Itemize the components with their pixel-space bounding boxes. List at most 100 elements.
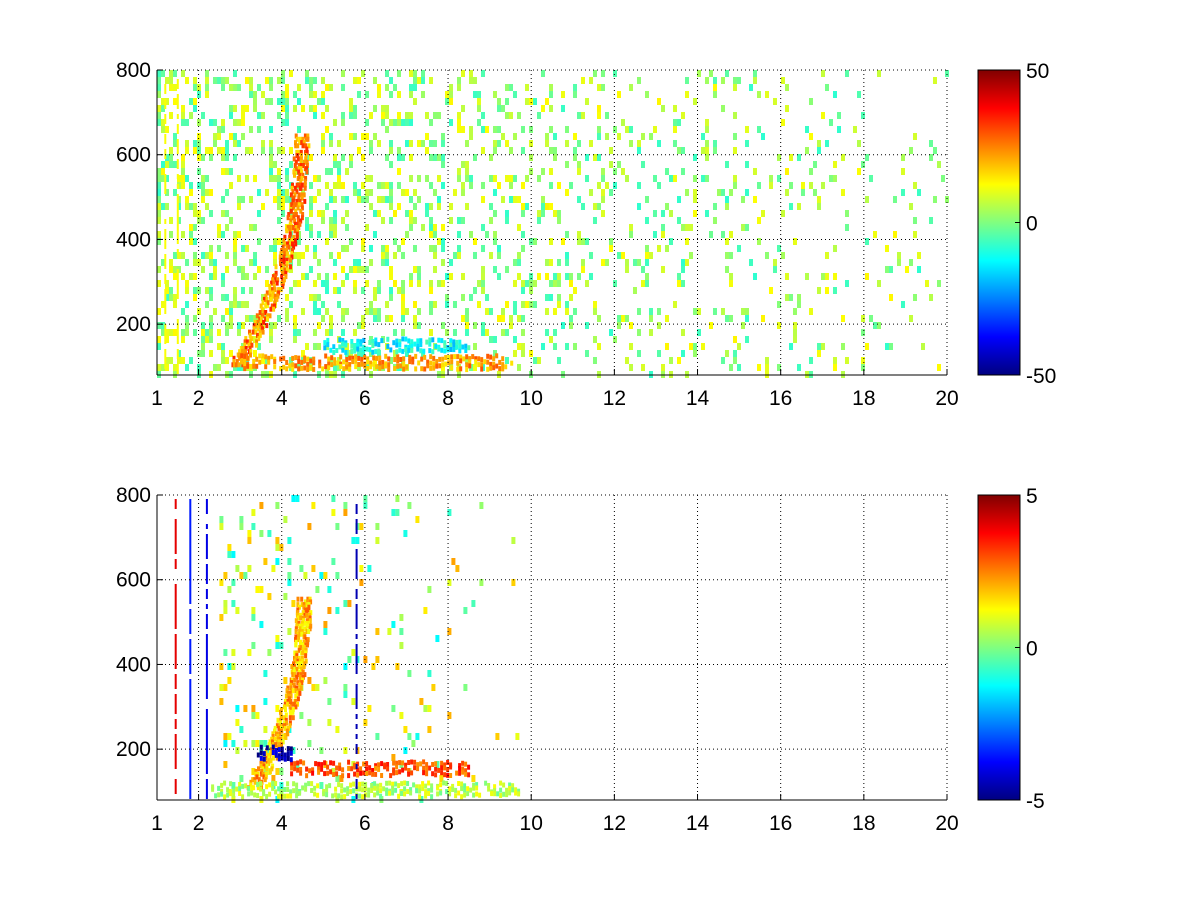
heatmap-cell (174, 534, 177, 539)
heatmap-cell (341, 338, 345, 343)
heatmap-cell (289, 257, 292, 263)
heatmap-cell (701, 175, 705, 182)
heatmap-cell (205, 759, 208, 764)
heatmap-cell (445, 780, 449, 786)
heatmap-cell (227, 544, 232, 551)
heatmap-cell (447, 628, 452, 635)
heatmap-cell (220, 782, 224, 788)
heatmap-cell (377, 84, 381, 91)
heatmap-cell (381, 252, 385, 259)
heatmap-cell (161, 259, 165, 266)
heatmap-cell (435, 761, 440, 768)
heatmap-cell (729, 273, 733, 280)
heatmap-cell (251, 614, 256, 621)
heatmap-cell (169, 161, 173, 168)
heatmap-cell (250, 342, 254, 348)
heatmap-cell (285, 720, 289, 726)
heatmap-cell (261, 140, 265, 147)
heatmap-cell (501, 105, 505, 112)
heatmap-cell (295, 234, 299, 240)
heatmap-cell (243, 353, 247, 359)
heatmap-cell (359, 523, 364, 530)
heatmap-cell (161, 119, 165, 126)
heatmap-cell (205, 77, 209, 84)
heatmap-cell (448, 786, 452, 792)
heatmap-cell (309, 203, 313, 210)
heatmap-cell (504, 364, 508, 370)
heatmap-cell (189, 679, 192, 684)
heatmap-cell (193, 238, 197, 245)
heatmap-cell (269, 322, 273, 329)
heatmap-cell (713, 308, 717, 315)
heatmap-cell (304, 149, 307, 155)
heatmap-cell (305, 773, 309, 779)
heatmap-cell (306, 361, 310, 367)
heatmap-cell (321, 315, 325, 322)
heatmap-cell (369, 140, 373, 147)
heatmap-cell (397, 168, 401, 175)
heatmap-cell (189, 649, 192, 654)
heatmap-cell (164, 134, 167, 139)
heatmap-cell (299, 685, 303, 691)
heatmap-cell (395, 342, 399, 348)
heatmap-cell (164, 154, 167, 159)
heatmap-cell (401, 238, 405, 245)
heatmap-cell (262, 774, 266, 780)
heatmap-cell (327, 361, 331, 367)
heatmap-cell (343, 747, 348, 754)
heatmap-cell (545, 98, 549, 105)
heatmap-cell (361, 154, 365, 161)
heatmap-cell (389, 273, 393, 280)
heatmap-cell (221, 294, 225, 301)
heatmap-cell (463, 787, 467, 793)
heatmap-cell (557, 357, 561, 364)
heatmap-cell (817, 343, 821, 350)
heatmap-cell (174, 744, 177, 749)
heatmap-cell (205, 544, 208, 549)
heatmap-cell (273, 364, 277, 370)
heatmap-cell (677, 217, 681, 224)
heatmap-cell (301, 610, 305, 616)
heatmap-cell (313, 791, 317, 797)
heatmap-cell (337, 782, 341, 788)
heatmap-cell (189, 789, 192, 794)
heatmap-cell (189, 764, 192, 769)
heatmap-cell (285, 315, 289, 322)
heatmap-cell (493, 126, 497, 133)
heatmap-cell (174, 674, 177, 679)
heatmap-cell (205, 719, 208, 724)
heatmap-cell (501, 315, 505, 322)
heatmap-cell (355, 704, 358, 709)
heatmap-cell (265, 766, 269, 772)
heatmap-cell (287, 238, 291, 244)
heatmap-cell (251, 740, 256, 747)
heatmap-cell (309, 210, 313, 217)
heatmap-cell (271, 750, 275, 755)
x-tick-label: 20 (935, 812, 958, 835)
heatmap-cell (291, 198, 295, 204)
heatmap-cell (445, 789, 449, 795)
heatmap-cell (331, 509, 336, 516)
heatmap-cell (409, 790, 413, 796)
heatmap-cell (299, 661, 303, 667)
heatmap-cell (333, 360, 337, 366)
heatmap-cell (275, 755, 279, 761)
heatmap-cell (223, 649, 228, 656)
heatmap-cell (317, 98, 321, 105)
heatmap-cell (443, 765, 447, 771)
heatmap-cell (209, 210, 213, 217)
heatmap-cell (385, 126, 389, 133)
heatmap-cell (511, 537, 516, 544)
heatmap-cell (174, 684, 177, 689)
heatmap-cell (205, 252, 209, 259)
heatmap-cell (306, 599, 310, 605)
heatmap-cell (445, 98, 449, 105)
heatmap-cell (185, 322, 189, 329)
heatmap-cell (297, 280, 301, 287)
heatmap-cell (293, 202, 296, 208)
heatmap-cell (169, 154, 173, 161)
heatmap-cell (164, 239, 167, 244)
heatmap-cell (601, 196, 605, 203)
heatmap-cell (343, 691, 348, 698)
heatmap-cell (220, 788, 224, 794)
